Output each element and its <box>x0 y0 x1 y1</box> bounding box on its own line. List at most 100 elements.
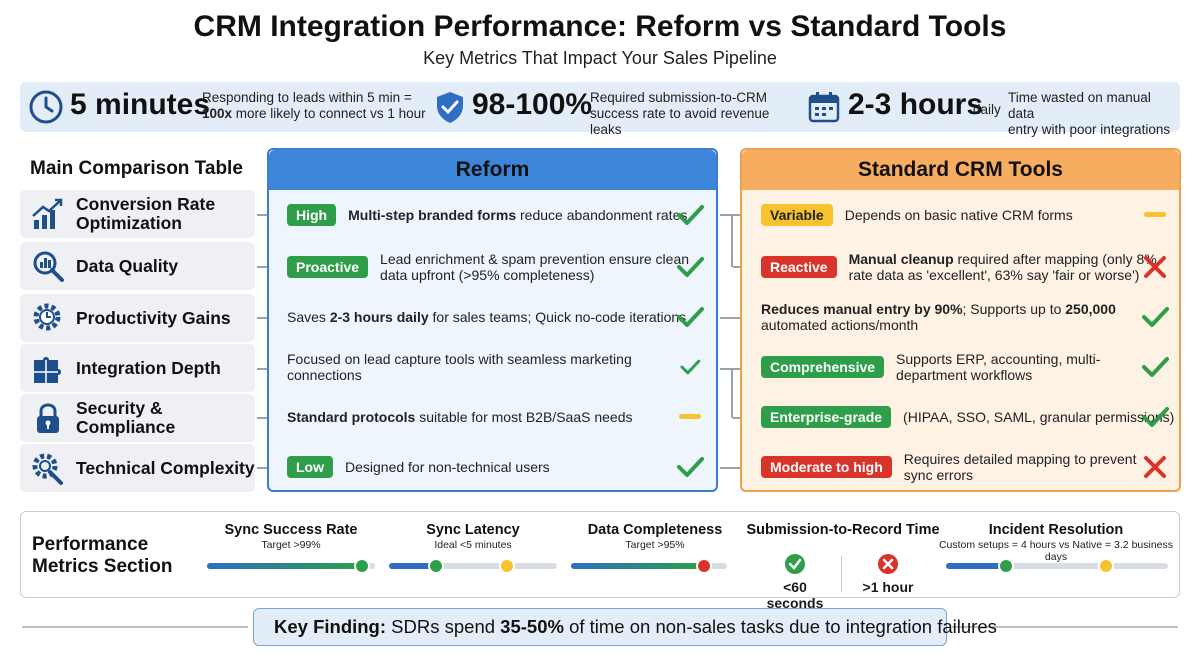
magnifier-data-icon <box>33 251 64 282</box>
reform-complexity-text: Designed for non-technical users <box>345 459 550 475</box>
key-stats-bar: 5 minutes Responding to leads within 5 m… <box>20 82 1180 137</box>
metric-incident-resolution-sub: Custom setups = 4 hours vs Native = 3.2 … <box>938 539 1174 563</box>
main-table-heading: Main Comparison Table <box>30 158 243 179</box>
stat-response-desc-line1: Responding to leads within 5 min = <box>202 90 412 105</box>
metric-incident-resolution: Incident Resolution Custom setups = 4 ho… <box>936 522 1176 563</box>
sync-latency-fill <box>389 563 437 569</box>
standard-security-text: (HIPAA, SSO, SAML, granular permissions) <box>903 409 1175 425</box>
stat-response-desc: Responding to leads within 5 min = 100x … <box>202 90 427 122</box>
standard-productivity-mid: ; Supports up to <box>962 301 1066 317</box>
incident-resolution-gauge <box>946 558 1168 574</box>
connector-line-right <box>952 626 1178 628</box>
row-label-integration-text: Integration Depth <box>76 357 221 378</box>
reform-productivity-bold: 2-3 hours daily <box>329 309 429 325</box>
standard-data-quality-bold: Manual cleanup <box>848 251 954 267</box>
performance-heading-line1: Performance <box>32 534 149 555</box>
finding-label: Key Finding: <box>274 616 387 637</box>
standard-cell-security: Enterprise-grade (HIPAA, SSO, SAML, gran… <box>761 393 1174 441</box>
status-badge: High <box>287 204 337 226</box>
row-label-complexity: Technical Complexity <box>20 444 255 492</box>
status-badge: Reactive <box>761 256 837 278</box>
reform-security-text: suitable for most B2B/SaaS needs <box>415 409 633 425</box>
row-label-complexity-text: Technical Complexity <box>76 457 255 478</box>
finding-post: of time on non-sales tasks due to integr… <box>563 616 997 637</box>
data-completeness-fill <box>571 563 704 569</box>
stat-time-desc-line1: Time wasted on manual data <box>1008 90 1151 121</box>
standard-cell-integration: Comprehensive Supports ERP, accounting, … <box>761 343 1100 391</box>
standard-cell-productivity: Reduces manual entry by 90%; Supports up… <box>761 293 1116 341</box>
standard-data-quality-line1: required after mapping (only 8% <box>953 251 1157 267</box>
row-label-data-quality: Data Quality <box>20 242 255 290</box>
reform-productivity-post: for sales teams; Quick no-code iteration… <box>428 309 687 325</box>
divider <box>841 556 842 592</box>
finding-pre: SDRs spend <box>386 616 501 637</box>
standard-complexity-line1: Requires detailed mapping to prevent <box>903 451 1137 467</box>
reform-heading: Reform <box>269 150 716 190</box>
reform-cell-security: Standard protocols suitable for most B2B… <box>287 393 632 441</box>
reform-productivity-pre: Saves <box>287 309 330 325</box>
submission-fast-value: <60 seconds <box>766 579 824 611</box>
reform-integration-line1: Focused on lead capture tools with seaml… <box>287 351 632 367</box>
standard-productivity-line2: automated actions/month <box>761 317 919 333</box>
standard-heading: Standard CRM Tools <box>742 150 1179 190</box>
metric-data-completeness-title: Data Completeness <box>587 522 723 538</box>
stat-time-wasted: 2-3 hours <box>848 88 984 121</box>
stat-time-desc-line2: entry with poor integrations <box>1008 122 1171 137</box>
status-badge: Moderate to high <box>761 456 892 478</box>
row-label-conversion: Conversion Rate Optimization <box>20 190 255 238</box>
reform-data-quality-line2: data upfront (>95% completeness) <box>380 267 595 283</box>
stat-response-desc-bold: 100x <box>202 106 233 121</box>
clock-icon <box>29 90 63 124</box>
reform-cell-productivity: Saves 2-3 hours daily for sales teams; Q… <box>287 293 686 341</box>
check-icon <box>677 205 704 225</box>
reform-conversion-text: reduce abandonment rates <box>516 207 688 223</box>
data-completeness-gauge <box>571 558 727 574</box>
standard-complexity-line2: sync errors <box>903 467 974 483</box>
standard-cell-conversion: Variable Depends on basic native CRM for… <box>761 191 1073 239</box>
performance-heading-line2: Metrics Section <box>32 556 173 577</box>
stat-success-rate: 98-100% <box>472 88 593 121</box>
standard-conversion-text: Depends on basic native CRM forms <box>844 207 1073 223</box>
stat-success-desc-line2: success rate to avoid revenue leaks <box>590 106 770 137</box>
metric-sync-success-sub: Target >99% <box>261 539 321 551</box>
stat-response-time: 5 minutes <box>70 88 211 121</box>
check-icon <box>680 359 701 375</box>
standard-data-quality-line2: rate data as 'excellent', 63% say 'fair … <box>848 267 1140 283</box>
metric-sync-success-title: Sync Success Rate <box>224 522 358 538</box>
status-badge: Comprehensive <box>761 356 885 378</box>
arrow-connector <box>731 214 733 267</box>
sync-success-gauge <box>207 558 375 574</box>
reform-security-bold: Standard protocols <box>287 409 416 425</box>
sync-success-fill <box>207 563 362 569</box>
reform-cell-integration: Focused on lead capture tools with seaml… <box>287 343 632 391</box>
dash-icon <box>679 414 701 419</box>
check-icon <box>677 457 704 477</box>
incident-resolution-knob-a <box>997 558 1014 574</box>
stat-time-desc: Time wasted on manual data entry with po… <box>1008 90 1178 138</box>
dash-icon <box>1144 212 1166 217</box>
sync-success-knob <box>353 558 370 574</box>
check-icon <box>677 307 704 327</box>
reform-column: Reform <box>267 148 718 492</box>
x-icon <box>1144 256 1166 278</box>
performance-heading: Performance Metrics Section <box>32 534 172 578</box>
arrow-connector <box>731 368 733 418</box>
page-subtitle: Key Metrics That Impact Your Sales Pipel… <box>423 48 777 68</box>
metric-submission-time: Submission-to-Record Time <box>743 522 943 538</box>
chart-growth-icon <box>32 198 63 229</box>
check-icon <box>677 257 704 277</box>
shield-check-icon <box>437 92 463 123</box>
stat-success-desc: Required submission-to-CRM success rate … <box>590 90 800 138</box>
standard-cell-data-quality: Reactive Manual cleanup required after m… <box>761 243 1157 291</box>
check-icon <box>1142 307 1169 327</box>
check-icon <box>1142 357 1169 377</box>
stat-success-desc-line1: Required submission-to-CRM <box>590 90 768 105</box>
x-circle-icon <box>878 554 898 574</box>
gear-wrench-icon <box>32 453 63 485</box>
gear-clock-icon <box>33 303 61 331</box>
performance-metrics-section: Performance Metrics Section Sync Success … <box>20 511 1180 611</box>
stat-response-desc-line2: more likely to connect vs 1 hour <box>232 106 426 121</box>
metric-data-completeness-sub: Target >95% <box>625 539 685 551</box>
row-label-conversion-line1: Conversion Rate <box>76 194 216 214</box>
stat-time-suffix: daily <box>973 102 1001 117</box>
